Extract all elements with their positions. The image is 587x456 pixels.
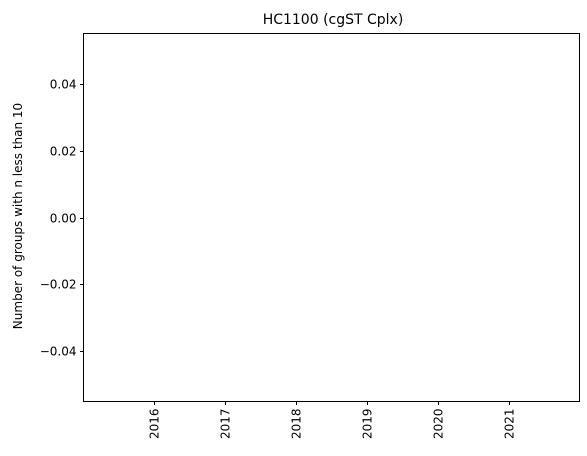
y-axis: −0.04 −0.02 0.00 0.02 0.04: [40, 78, 84, 359]
x-tick-label: 2016: [148, 409, 162, 440]
x-tick-label: 2020: [432, 409, 446, 440]
y-tick-label: −0.02: [40, 278, 77, 292]
x-tick-label: 2019: [361, 409, 375, 440]
y-tick-label: 0.02: [50, 145, 77, 159]
y-tick-label: 0.00: [50, 212, 77, 226]
y-axis-label: Number of groups with n less than 10: [11, 103, 25, 329]
x-tick-label: 2017: [219, 409, 233, 440]
x-tick-label: 2018: [290, 409, 304, 440]
y-tick-label: −0.04: [40, 345, 77, 359]
axes-frame: [83, 33, 580, 402]
chart-title: HC1100 (cgST Cplx): [263, 12, 404, 28]
y-tick-label: 0.04: [50, 78, 77, 92]
x-tick-label: 2021: [503, 409, 517, 440]
x-axis: 2016 2017 2018 2019 2020 2021: [148, 401, 517, 440]
